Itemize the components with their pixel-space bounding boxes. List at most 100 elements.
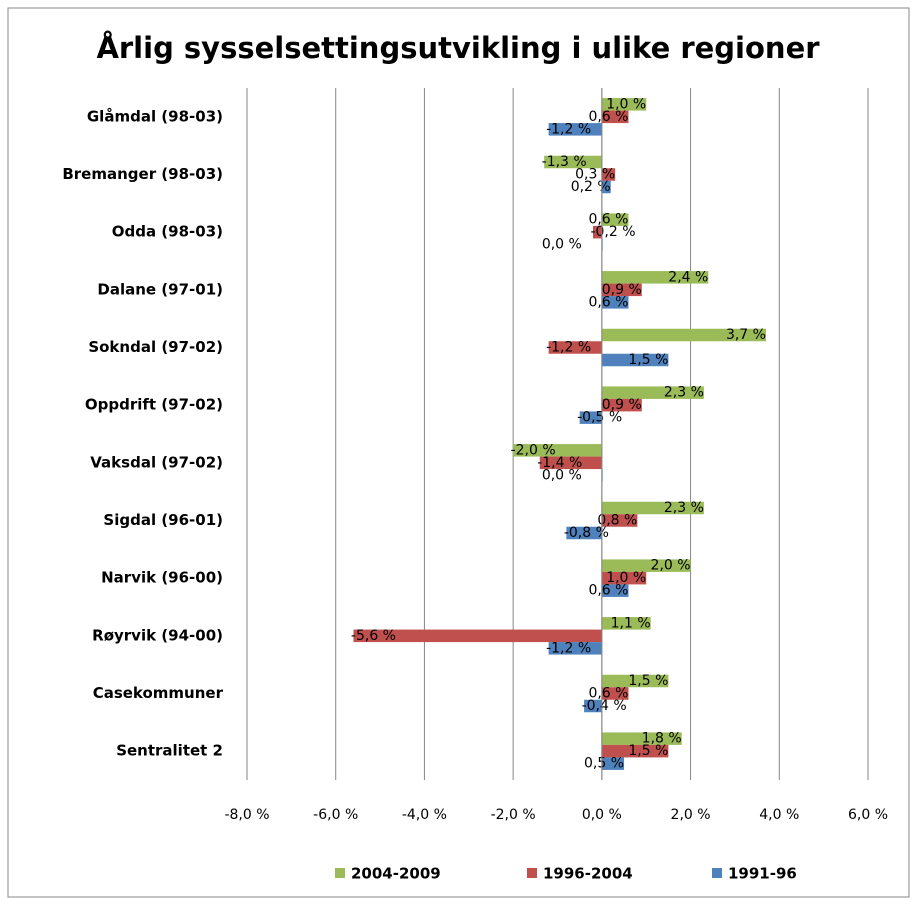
bar: [353, 629, 602, 643]
value-label: -1,2 %: [546, 640, 591, 656]
value-label: 1,8 %: [642, 731, 682, 747]
bar: [601, 271, 709, 284]
legend-label: 1991-96: [728, 865, 797, 883]
value-label: -2,0 %: [511, 442, 556, 458]
value-label: 0,6 %: [588, 212, 628, 228]
x-tick-label: 0,0 %: [582, 807, 622, 823]
bar: [601, 571, 647, 585]
bar: [592, 225, 602, 239]
x-tick-label: 4,0 %: [759, 807, 799, 823]
bar: [601, 757, 625, 770]
y-tick-label: Sigdal (96-01): [103, 511, 223, 529]
bar: [579, 411, 602, 424]
y-tick-label: Vaksdal (97-02): [90, 453, 223, 471]
y-tick-label: Casekommuner: [93, 684, 224, 702]
bar: [601, 398, 642, 412]
bar: [601, 687, 629, 700]
bar: [601, 514, 638, 527]
bar: [601, 353, 669, 367]
x-tick-label: 2,0 %: [671, 807, 711, 823]
legend-swatch: [712, 868, 722, 878]
bar: [601, 617, 651, 630]
value-label: -1,2 %: [546, 121, 591, 137]
y-tick-label: Glåmdal (98-03): [87, 107, 223, 125]
value-label: -0,2 %: [590, 224, 635, 240]
value-label: 1,5 %: [628, 743, 668, 759]
value-label: 3,7 %: [726, 327, 766, 343]
value-label: -0,8 %: [564, 525, 609, 541]
value-label: 2,3 %: [664, 500, 704, 516]
value-label: -0,4 %: [582, 698, 627, 714]
legend-swatch: [335, 868, 345, 878]
value-label: 0,2 %: [571, 179, 611, 195]
value-label: 0,6 %: [588, 583, 628, 599]
x-tick-label: -2,0 %: [491, 807, 536, 823]
x-tick-label: -6,0 %: [313, 807, 358, 823]
x-tick-label: 6,0 %: [848, 807, 888, 823]
bar: [584, 699, 602, 713]
bar: [544, 155, 602, 169]
value-label: 0,8 %: [597, 513, 637, 529]
legend-label: 2004-2009: [351, 865, 441, 883]
value-label: 2,4 %: [668, 269, 708, 285]
legend-label: 1996-2004: [543, 865, 633, 883]
y-tick-label: Oppdrift (97-02): [85, 396, 223, 414]
value-label: 2,0 %: [651, 558, 691, 574]
bar: [566, 526, 602, 540]
bar: [601, 296, 629, 309]
bar: [601, 110, 629, 124]
y-tick-label: Odda (98-03): [112, 223, 223, 241]
value-label: 0,3 %: [575, 167, 615, 183]
bar: [601, 213, 629, 226]
y-tick-label: Sentralitet 2: [116, 742, 223, 760]
bar: [548, 341, 602, 354]
value-label: -5,6 %: [351, 628, 396, 644]
bar: [601, 501, 704, 515]
value-label: 0,6 %: [588, 109, 628, 125]
value-label: 0,0 %: [542, 467, 582, 483]
x-tick-label: -8,0 %: [224, 807, 269, 823]
value-label: 0,9 %: [602, 397, 642, 413]
value-label: 0,6 %: [588, 294, 628, 310]
value-label: -0,5 %: [577, 410, 622, 426]
bar: [601, 744, 669, 758]
y-tick-label: Røyrvik (94-00): [92, 626, 223, 644]
y-tick-label: Dalane (97-01): [97, 280, 223, 298]
value-label: -1,3 %: [542, 154, 587, 170]
value-label: 0,6 %: [588, 686, 628, 702]
bar: [548, 123, 602, 136]
bar: [548, 642, 602, 655]
value-label: 1,0 %: [606, 570, 646, 586]
value-label: -1,4 %: [537, 455, 582, 471]
x-tick-label: -4,0 %: [402, 807, 447, 823]
bar: [601, 386, 704, 399]
bar: [601, 180, 611, 194]
bar: [601, 584, 629, 597]
value-label: 2,3 %: [664, 385, 704, 401]
chart-frame: [7, 7, 910, 898]
bar: [601, 98, 647, 111]
value-label: 1,0 %: [606, 96, 646, 112]
bar: [601, 168, 616, 181]
y-tick-label: Narvik (96-00): [101, 569, 223, 587]
bar: [601, 674, 669, 688]
bar: [513, 444, 602, 457]
legend-swatch: [527, 868, 537, 878]
bar: [601, 732, 682, 745]
y-tick-label: Bremanger (98-03): [62, 165, 223, 183]
bar: [601, 559, 691, 572]
value-label: -1,2 %: [546, 340, 591, 356]
y-tick-label: Sokndal (97-02): [88, 338, 223, 356]
value-label: 1,5 %: [628, 673, 668, 689]
chart-title: Årlig sysselsettingsutvikling i ulike re…: [96, 31, 820, 65]
bar: [601, 283, 642, 297]
value-label: 1,5 %: [628, 352, 668, 368]
value-label: 0,5 %: [584, 756, 624, 772]
bar: [539, 456, 602, 470]
bar: [601, 328, 766, 342]
value-label: 1,1 %: [611, 615, 651, 631]
value-label: 0,9 %: [602, 282, 642, 298]
value-label: 0,0 %: [542, 237, 582, 253]
